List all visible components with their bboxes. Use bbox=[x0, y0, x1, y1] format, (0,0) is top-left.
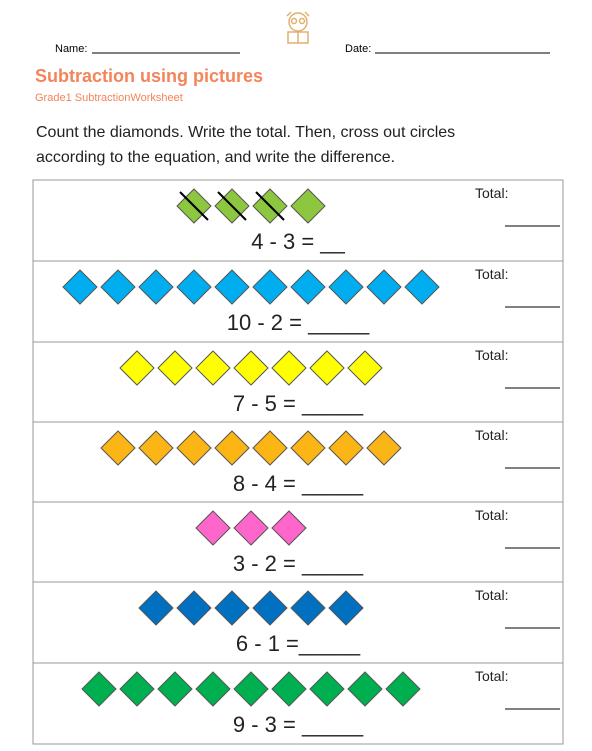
logo bbox=[286, 11, 310, 44]
diamond bbox=[328, 430, 364, 466]
diamond bbox=[195, 510, 231, 546]
diamond bbox=[252, 269, 288, 305]
diamond bbox=[290, 590, 326, 626]
diamond bbox=[138, 269, 174, 305]
diamond bbox=[157, 671, 193, 707]
equation: 9 - 3 = _____ bbox=[233, 712, 364, 737]
total-label: Total: bbox=[475, 266, 508, 282]
equation: 10 - 2 = _____ bbox=[227, 310, 370, 335]
diamond bbox=[328, 590, 364, 626]
diamond bbox=[62, 269, 98, 305]
total-label: Total: bbox=[475, 427, 508, 443]
diamond bbox=[176, 269, 212, 305]
diamond bbox=[271, 510, 307, 546]
equation: 3 - 2 = _____ bbox=[233, 551, 364, 576]
diamond bbox=[176, 590, 212, 626]
diamond bbox=[328, 269, 364, 305]
diamond bbox=[195, 671, 231, 707]
diamond bbox=[233, 350, 269, 386]
instruction-line: Count the diamonds. Write the total. The… bbox=[36, 124, 455, 141]
cross-out bbox=[255, 191, 285, 221]
total-label: Total: bbox=[475, 668, 508, 684]
name-label: Name: bbox=[55, 43, 87, 55]
diamond bbox=[81, 671, 117, 707]
diamond bbox=[119, 350, 155, 386]
equation: 8 - 4 = _____ bbox=[233, 471, 364, 496]
date-label: Date: bbox=[345, 43, 371, 55]
diamond bbox=[138, 590, 174, 626]
diamond bbox=[290, 269, 326, 305]
diamond bbox=[290, 188, 326, 224]
diamond bbox=[157, 350, 193, 386]
total-label: Total: bbox=[475, 587, 508, 603]
diamond bbox=[252, 430, 288, 466]
diamond bbox=[138, 430, 174, 466]
diamond bbox=[271, 350, 307, 386]
diamond bbox=[309, 671, 345, 707]
diamond bbox=[176, 430, 212, 466]
total-label: Total: bbox=[475, 185, 508, 201]
diamond bbox=[252, 590, 288, 626]
equation: 4 - 3 = __ bbox=[251, 229, 345, 254]
diamond bbox=[271, 671, 307, 707]
diamond bbox=[347, 671, 383, 707]
diamond bbox=[233, 510, 269, 546]
cross-out bbox=[179, 191, 209, 221]
diamond bbox=[385, 671, 421, 707]
diamond bbox=[366, 430, 402, 466]
title: Subtraction using pictures bbox=[35, 66, 263, 86]
instruction-line: according to the equation, and write the… bbox=[36, 149, 395, 166]
diamond bbox=[214, 269, 250, 305]
diamond bbox=[309, 350, 345, 386]
cross-out bbox=[217, 191, 247, 221]
diamond bbox=[100, 430, 136, 466]
diamond bbox=[214, 430, 250, 466]
diamond bbox=[195, 350, 231, 386]
total-label: Total: bbox=[475, 507, 508, 523]
diamond bbox=[119, 671, 155, 707]
diamond bbox=[290, 430, 326, 466]
table-border bbox=[32, 179, 564, 745]
total-label: Total: bbox=[475, 347, 508, 363]
diamond bbox=[404, 269, 440, 305]
diamond bbox=[366, 269, 402, 305]
diamond bbox=[214, 590, 250, 626]
diamond bbox=[347, 350, 383, 386]
diamond bbox=[233, 671, 269, 707]
diamond bbox=[100, 269, 136, 305]
subtitle: Grade1 SubtractionWorksheet bbox=[35, 92, 183, 104]
equation: 6 - 1 =_____ bbox=[236, 631, 361, 656]
equation: 7 - 5 = _____ bbox=[233, 391, 364, 416]
